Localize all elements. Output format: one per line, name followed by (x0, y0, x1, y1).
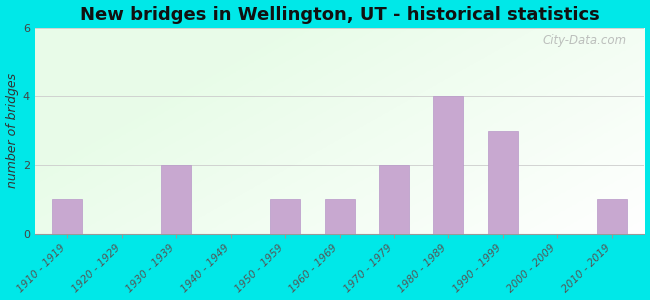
Bar (161, 165, 191, 234)
Bar (379, 165, 409, 234)
Title: New bridges in Wellington, UT - historical statistics: New bridges in Wellington, UT - historic… (80, 6, 599, 24)
Bar (434, 97, 463, 234)
Bar (270, 199, 300, 234)
Bar (597, 199, 627, 234)
Y-axis label: number of bridges: number of bridges (6, 73, 19, 188)
Bar (53, 199, 83, 234)
Text: City-Data.com: City-Data.com (542, 34, 626, 47)
Bar (488, 131, 518, 234)
Bar (324, 199, 354, 234)
